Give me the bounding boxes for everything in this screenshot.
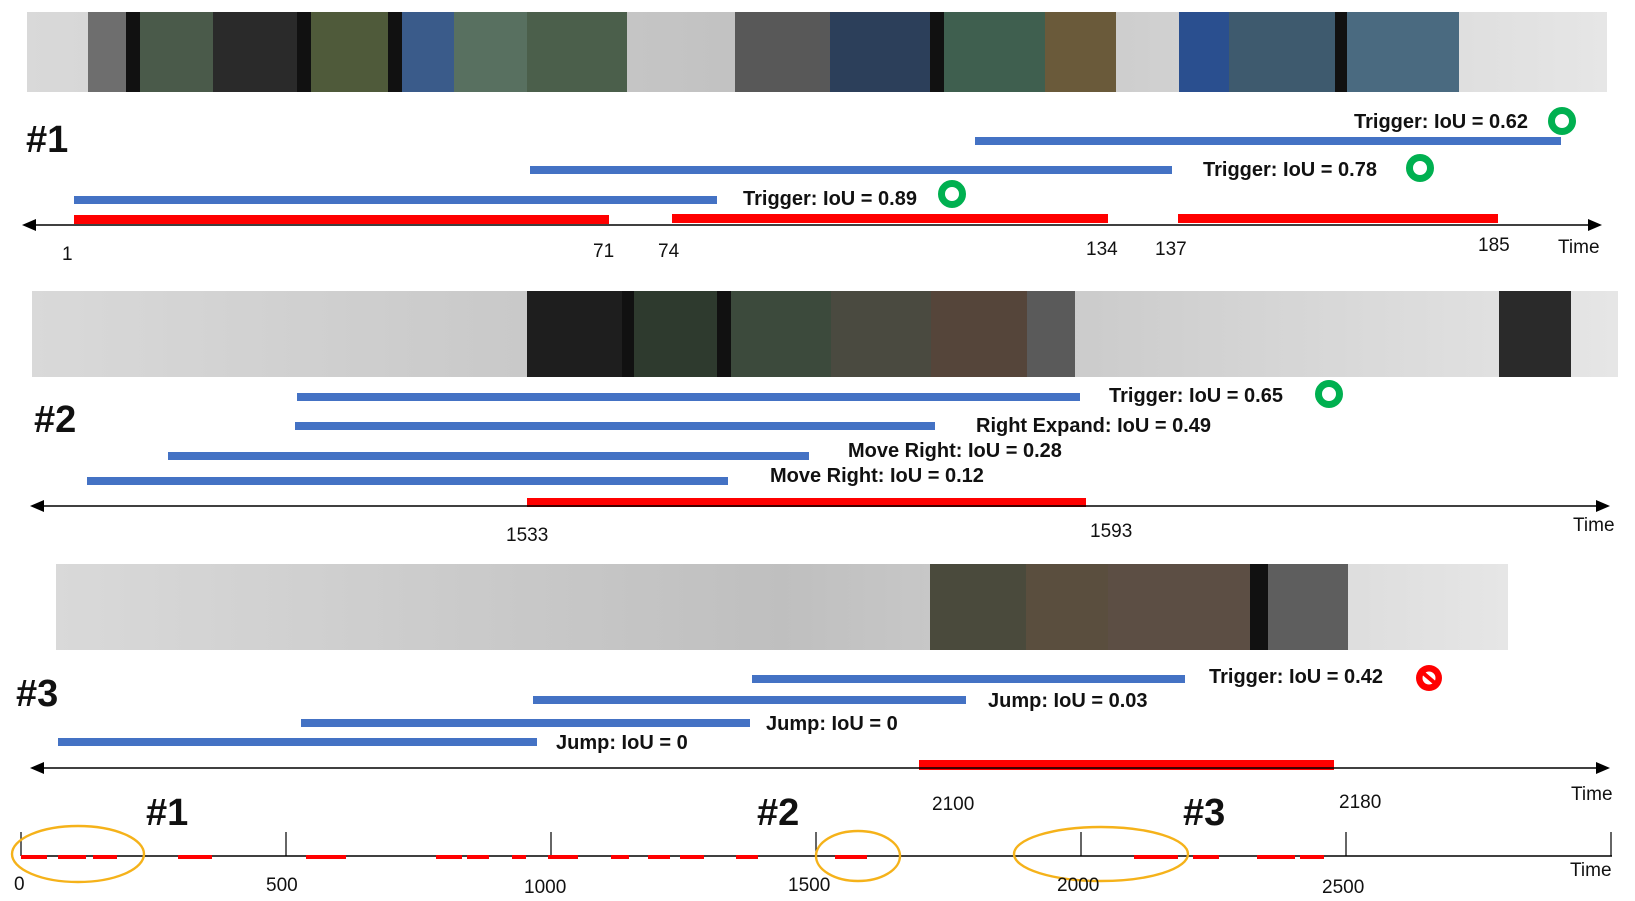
panel-3-prediction-label: Jump: IoU = 0 (556, 732, 688, 754)
panel-1-tick-label: 137 (1155, 239, 1187, 260)
panel-1-tick-label: 134 (1086, 239, 1118, 260)
panel-1-prediction-label: Trigger: IoU = 0.89 (743, 188, 917, 210)
panel-1: #1 Trigger: IoU = 0.62 Trigger: IoU = 0.… (22, 12, 1607, 265)
overview-ground-truth-segments (21, 855, 1324, 859)
overview-tick-label: 500 (266, 875, 298, 896)
panel-2-prediction-bar (295, 422, 935, 430)
ok-badge-icon (1315, 380, 1343, 408)
panel-3-prediction-label: Jump: IoU = 0 (766, 713, 898, 735)
panel-1-ground-truth-bar (74, 215, 609, 224)
panel-2: #2 Trigger: IoU = 0.65 Right Expand: IoU… (30, 291, 1618, 546)
panel-3-label: #3 (16, 673, 58, 715)
panel-2-prediction-bar (168, 452, 809, 460)
overview-tick-label: 0 (14, 874, 25, 895)
panel-3: #3 Trigger: IoU = 0.42 Jump: IoU = 0.03 … (16, 564, 1613, 815)
panel-1-label: #1 (26, 119, 68, 161)
overview-tick-label: 2500 (1322, 877, 1364, 898)
overview-axis-label: Time (1570, 860, 1612, 881)
panel-1-ground-truth-bar (672, 214, 1108, 223)
ok-badge-icon (1406, 154, 1434, 182)
overview-tick-label: 1000 (524, 877, 566, 898)
panel-3-time-axis (30, 762, 1610, 774)
panel-2-tick-label: 1533 (506, 525, 548, 546)
panel-1-prediction-bar (530, 166, 1172, 174)
panel-1-time-axis (22, 219, 1602, 231)
panel-1-tick-label: 74 (658, 241, 680, 262)
panel-2-prediction-label: Move Right: IoU = 0.28 (848, 440, 1062, 462)
ok-badge-icon (1548, 107, 1576, 135)
panel-3-prediction-label: Jump: IoU = 0.03 (988, 690, 1148, 712)
panel-2-prediction-bar (297, 393, 1080, 401)
panel-2-tick-label: 1593 (1090, 521, 1132, 542)
panel-3-ground-truth-bar (919, 760, 1334, 770)
panel-2-axis-label: Time (1573, 515, 1615, 536)
panel-3-tick-label: 2180 (1339, 792, 1381, 813)
highlight-ellipse-3 (1012, 825, 1190, 883)
panel-2-label: #2 (34, 399, 76, 441)
panel-2-prediction-label: Right Expand: IoU = 0.49 (976, 415, 1211, 437)
panel-2-time-axis (30, 500, 1610, 512)
overview-highlight-label: #3 (1183, 792, 1225, 834)
panel-3-prediction-bar (533, 696, 966, 704)
panel-1-tick-label: 185 (1478, 235, 1510, 256)
overview-highlight-label: #2 (757, 792, 799, 834)
panel-2-prediction-label: Trigger: IoU = 0.65 (1109, 385, 1283, 407)
highlight-ellipse-1 (10, 824, 146, 884)
video-frame-strip-1 (27, 12, 1607, 92)
panel-1-axis-label: Time (1558, 237, 1600, 258)
ok-badge-icon (938, 180, 966, 208)
video-frame-strip-3 (56, 564, 1508, 650)
panel-1-ground-truth-bar (1178, 214, 1498, 223)
panel-3-prediction-bar (752, 675, 1185, 683)
panel-2-prediction-bar (87, 477, 728, 485)
panel-1-prediction-label: Trigger: IoU = 0.78 (1203, 159, 1377, 181)
highlight-ellipse-2 (814, 829, 902, 883)
panel-1-tick-label: 1 (62, 244, 73, 265)
panel-3-prediction-label: Trigger: IoU = 0.42 (1209, 666, 1383, 688)
panel-3-prediction-bar (301, 719, 750, 727)
panel-1-prediction-bar (975, 137, 1561, 145)
panel-1-prediction-bar (74, 196, 717, 204)
panel-3-prediction-bar (58, 738, 537, 746)
panel-3-axis-label: Time (1571, 784, 1613, 805)
overview-timeline: #1 #2 #3 0 500 1000 1500 2000 2500 Time (10, 792, 1612, 898)
panel-2-ground-truth-bar (527, 498, 1086, 507)
overview-tick-label: 2000 (1057, 875, 1099, 896)
overview-highlight-label: #1 (146, 792, 188, 834)
overview-tick-label: 1500 (788, 875, 830, 896)
panel-1-prediction-label: Trigger: IoU = 0.62 (1354, 111, 1528, 133)
video-frame-strip-2 (32, 291, 1618, 377)
panel-3-tick-label: 2100 (932, 794, 974, 815)
fail-badge-icon (1416, 665, 1442, 691)
panel-2-prediction-label: Move Right: IoU = 0.12 (770, 465, 984, 487)
panel-1-tick-label: 71 (593, 241, 614, 262)
